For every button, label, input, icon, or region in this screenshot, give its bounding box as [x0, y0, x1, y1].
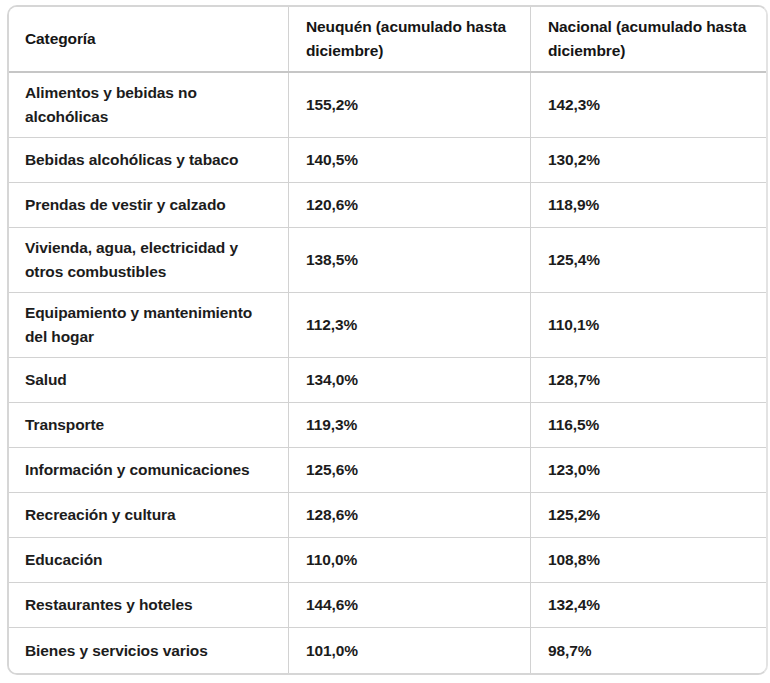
- table-row: Prendas de vestir y calzado 120,6% 118,9…: [9, 183, 766, 228]
- nacional-value-cell: 125,4%: [530, 228, 766, 292]
- table-row: Educación 110,0% 108,8%: [9, 538, 766, 583]
- column-header-neuquen: Neuquén (acumulado hasta diciembre): [288, 7, 530, 71]
- nacional-value-cell: 142,3%: [530, 73, 766, 137]
- category-cell: Restaurantes y hoteles: [9, 583, 288, 627]
- nacional-value-cell: 98,7%: [530, 628, 766, 673]
- category-cell: Bienes y servicios varios: [9, 628, 288, 673]
- neuquen-value-cell: 119,3%: [288, 403, 530, 447]
- neuquen-value-cell: 101,0%: [288, 628, 530, 673]
- nacional-value-cell: 125,2%: [530, 493, 766, 537]
- table-row: Bebidas alcohólicas y tabaco 140,5% 130,…: [9, 138, 766, 183]
- neuquen-value-cell: 140,5%: [288, 138, 530, 182]
- neuquen-value-cell: 112,3%: [288, 293, 530, 357]
- nacional-value-cell: 128,7%: [530, 358, 766, 402]
- category-cell: Bebidas alcohólicas y tabaco: [9, 138, 288, 182]
- neuquen-value-cell: 110,0%: [288, 538, 530, 582]
- category-cell: Equipamiento y mantenimiento del hogar: [9, 293, 288, 357]
- table-row: Transporte 119,3% 116,5%: [9, 403, 766, 448]
- nacional-value-cell: 108,8%: [530, 538, 766, 582]
- table-row: Restaurantes y hoteles 144,6% 132,4%: [9, 583, 766, 628]
- neuquen-value-cell: 138,5%: [288, 228, 530, 292]
- table-row: Recreación y cultura 128,6% 125,2%: [9, 493, 766, 538]
- column-header-nacional: Nacional (acumulado hasta diciembre): [530, 7, 766, 71]
- table-row: Equipamiento y mantenimiento del hogar 1…: [9, 293, 766, 358]
- category-cell: Alimentos y bebidas no alcohólicas: [9, 73, 288, 137]
- column-header-categoria: Categoría: [9, 7, 288, 71]
- inflation-comparison-table: Categoría Neuquén (acumulado hasta dicie…: [7, 5, 768, 675]
- category-cell: Prendas de vestir y calzado: [9, 183, 288, 227]
- table-row: Salud 134,0% 128,7%: [9, 358, 766, 403]
- nacional-value-cell: 116,5%: [530, 403, 766, 447]
- neuquen-value-cell: 144,6%: [288, 583, 530, 627]
- neuquen-value-cell: 128,6%: [288, 493, 530, 537]
- category-cell: Educación: [9, 538, 288, 582]
- neuquen-value-cell: 155,2%: [288, 73, 530, 137]
- table-row: Bienes y servicios varios 101,0% 98,7%: [9, 628, 766, 673]
- category-cell: Recreación y cultura: [9, 493, 288, 537]
- neuquen-value-cell: 125,6%: [288, 448, 530, 492]
- category-cell: Salud: [9, 358, 288, 402]
- neuquen-value-cell: 120,6%: [288, 183, 530, 227]
- nacional-value-cell: 132,4%: [530, 583, 766, 627]
- category-cell: Información y comunicaciones: [9, 448, 288, 492]
- table-header-row: Categoría Neuquén (acumulado hasta dicie…: [9, 7, 766, 73]
- category-cell: Transporte: [9, 403, 288, 447]
- nacional-value-cell: 110,1%: [530, 293, 766, 357]
- nacional-value-cell: 118,9%: [530, 183, 766, 227]
- table-row: Vivienda, agua, electricidad y otros com…: [9, 228, 766, 293]
- table-row: Información y comunicaciones 125,6% 123,…: [9, 448, 766, 493]
- nacional-value-cell: 123,0%: [530, 448, 766, 492]
- nacional-value-cell: 130,2%: [530, 138, 766, 182]
- table-row: Alimentos y bebidas no alcohólicas 155,2…: [9, 73, 766, 138]
- neuquen-value-cell: 134,0%: [288, 358, 530, 402]
- category-cell: Vivienda, agua, electricidad y otros com…: [9, 228, 288, 292]
